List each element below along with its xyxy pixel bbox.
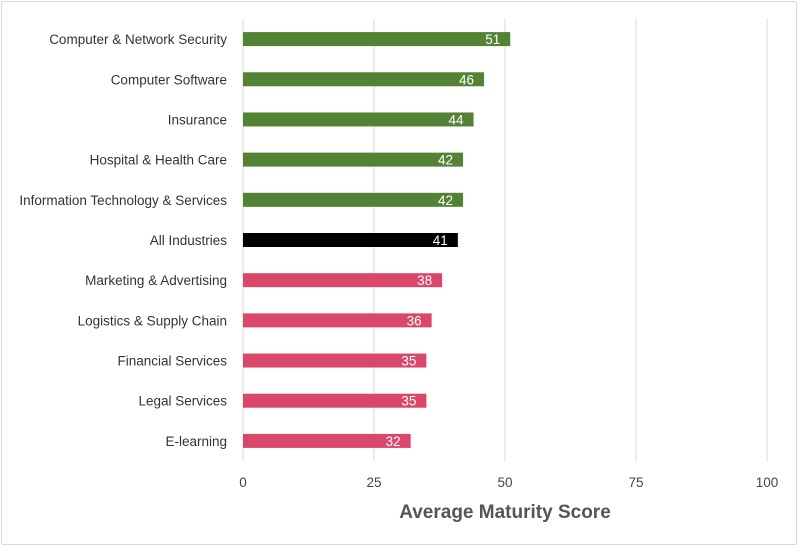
data-label: 44: [449, 112, 465, 127]
bar: [243, 393, 427, 408]
category-label: Legal Services: [138, 394, 227, 409]
category-labels: Computer & Network Security Computer Soft…: [19, 32, 227, 449]
x-tick-label: 0: [239, 475, 247, 490]
data-label: 51: [485, 32, 500, 47]
data-label: 42: [438, 193, 453, 208]
data-label: 35: [401, 354, 416, 369]
bar: [243, 353, 427, 368]
category-label: Information Technology & Services: [19, 193, 227, 208]
bar: [243, 112, 474, 127]
x-tick-label: 50: [497, 475, 512, 490]
bar: [243, 192, 464, 207]
data-label: 38: [417, 273, 432, 288]
data-label: 35: [401, 394, 416, 409]
category-label: Marketing & Advertising: [85, 273, 227, 288]
bar: [243, 72, 485, 87]
bar: [243, 152, 464, 167]
category-label: E-learning: [165, 434, 227, 449]
x-tick-labels: 0 25 50 75 100: [239, 475, 778, 490]
data-label: 32: [386, 434, 401, 449]
data-labels: 51 46 44 42 42 41 38 36 35 35 32: [386, 32, 501, 449]
x-tick-label: 100: [756, 475, 779, 490]
x-axis-title: Average Maturity Score: [399, 502, 611, 523]
bar: [243, 233, 458, 247]
category-label: Hospital & Health Care: [90, 153, 227, 168]
bar: [243, 273, 443, 288]
category-label: Financial Services: [117, 354, 227, 369]
bar: [243, 433, 411, 448]
category-label: Computer & Network Security: [49, 32, 227, 47]
data-label: 46: [459, 72, 474, 87]
data-label: 42: [438, 153, 453, 168]
x-tick-label: 25: [366, 475, 381, 490]
category-label: All Industries: [150, 233, 228, 248]
x-tick-label: 75: [628, 475, 643, 490]
bar: [243, 313, 432, 328]
bar: [243, 32, 511, 47]
category-label: Computer Software: [111, 72, 227, 87]
data-label: 36: [407, 313, 422, 328]
category-label: Insurance: [168, 112, 227, 127]
category-label: Logistics & Supply Chain: [78, 313, 227, 328]
data-label: 41: [433, 233, 448, 248]
bars: [243, 32, 511, 448]
